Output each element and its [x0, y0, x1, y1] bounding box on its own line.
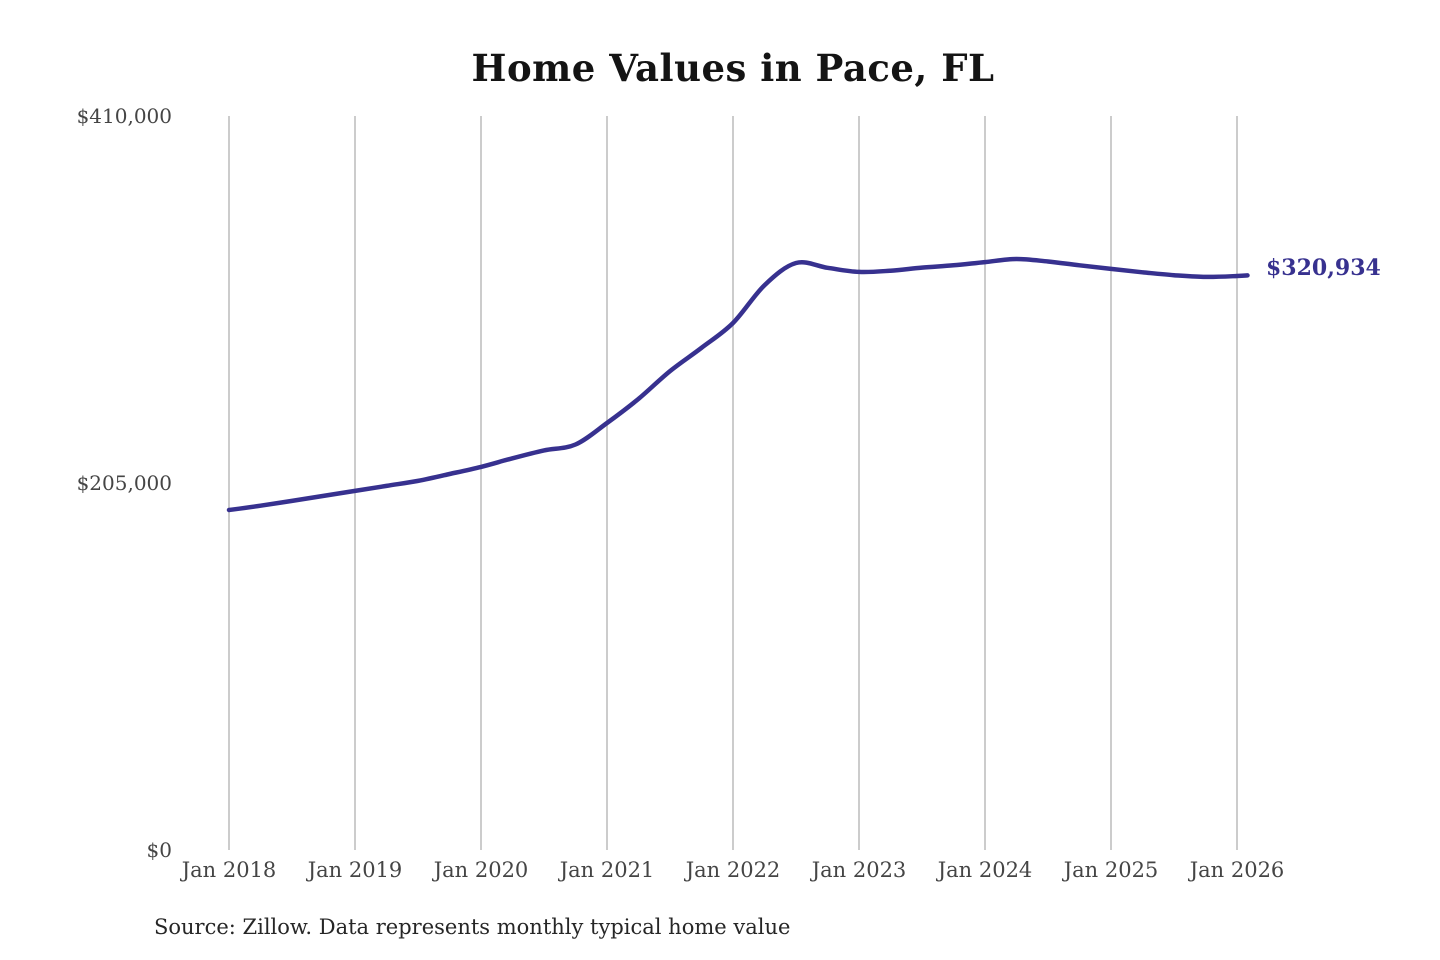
- home-value-line: [226, 256, 1250, 513]
- x-tick-label: Jan 2019: [307, 858, 403, 882]
- x-tick-label: Jan 2022: [685, 858, 781, 882]
- x-tick-label: Jan 2023: [811, 858, 907, 882]
- y-tick-label: $205,000: [76, 471, 172, 495]
- x-tick-label: Jan 2018: [181, 858, 277, 882]
- latest-value-label: $320,934: [1266, 255, 1381, 282]
- y-tick-label: $0: [146, 838, 172, 862]
- gridlines: [228, 116, 1238, 850]
- x-tick-label: Jan 2026: [1189, 858, 1285, 882]
- x-tick-label: Jan 2021: [559, 858, 655, 882]
- x-tick-label: Jan 2020: [433, 858, 529, 882]
- source-note: Source: Zillow. Data represents monthly …: [154, 915, 791, 939]
- chart-title: Home Values in Pace, FL: [471, 46, 995, 90]
- x-tick-label: Jan 2024: [937, 858, 1033, 882]
- x-tick-label: Jan 2025: [1063, 858, 1159, 882]
- y-tick-label: $410,000: [76, 104, 172, 128]
